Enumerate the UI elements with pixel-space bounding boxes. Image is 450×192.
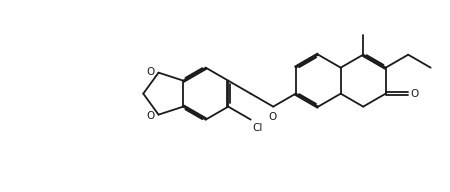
Text: Cl: Cl <box>252 123 262 133</box>
Text: O: O <box>147 111 155 121</box>
Text: O: O <box>410 89 418 99</box>
Text: O: O <box>147 67 155 77</box>
Text: O: O <box>268 112 276 122</box>
